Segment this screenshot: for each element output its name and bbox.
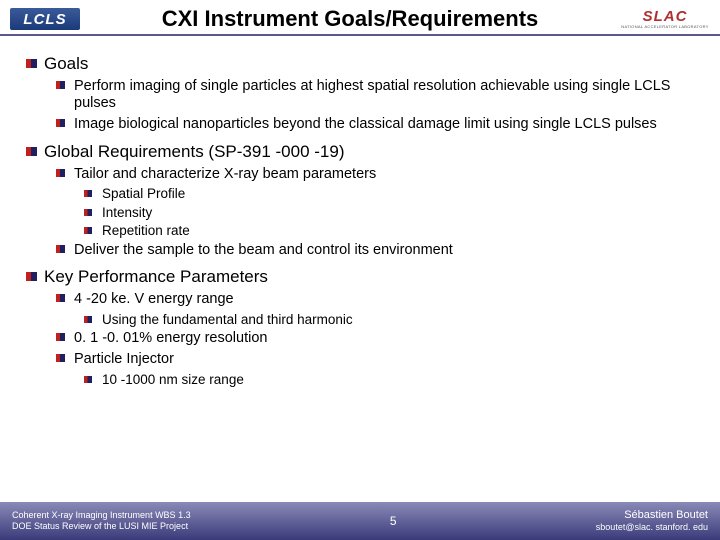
section-heading: Key Performance Parameters <box>44 267 268 286</box>
list-text: Tailor and characterize X-ray beam param… <box>74 166 702 184</box>
list-item: 10 -1000 nm size range <box>84 372 702 388</box>
global-req-list: Tailor and characterize X-ray beam param… <box>26 166 702 184</box>
bullet-icon <box>84 209 92 216</box>
list-text: Image biological nanoparticles beyond th… <box>74 116 702 134</box>
bullet-icon <box>56 245 65 253</box>
beam-param-list: Spatial Profile Intensity Repetition rat… <box>26 186 702 239</box>
bullet-icon <box>84 227 92 234</box>
injector-sub-list: 10 -1000 nm size range <box>26 372 702 388</box>
page-number: 5 <box>390 514 397 528</box>
footer-right: Sébastien Boutet sboutet@slac. stanford.… <box>596 509 708 533</box>
kpp-list: 4 -20 ke. V energy range <box>26 291 702 309</box>
list-text: 4 -20 ke. V energy range <box>74 291 702 309</box>
author-name: Sébastien Boutet <box>596 509 708 522</box>
bullet-icon <box>26 272 37 281</box>
list-item: Spatial Profile <box>84 186 702 202</box>
list-text: Spatial Profile <box>102 186 702 202</box>
goals-list: Perform imaging of single particles at h… <box>26 78 702 134</box>
section-heading: Goals <box>44 54 88 73</box>
list-text: Particle Injector <box>74 351 702 369</box>
author-email: sboutet@slac. stanford. edu <box>596 522 708 533</box>
section-global-req: Global Requirements (SP-391 -000 -19) <box>26 142 702 163</box>
bullet-icon <box>84 376 92 383</box>
bullet-icon <box>84 316 92 323</box>
slide-body: Goals Perform imaging of single particle… <box>0 36 720 388</box>
list-item: Using the fundamental and third harmonic <box>84 312 702 328</box>
list-text: 0. 1 -0. 01% energy resolution <box>74 330 702 348</box>
bullet-icon <box>56 333 65 341</box>
kpp-list-2: 0. 1 -0. 01% energy resolution Particle … <box>26 330 702 368</box>
bullet-icon <box>56 119 65 127</box>
section-goals: Goals <box>26 54 702 75</box>
slide-header: LCLS CXI Instrument Goals/Requirements S… <box>0 0 720 36</box>
bullet-icon <box>84 190 92 197</box>
list-text: Intensity <box>102 205 702 221</box>
bullet-icon <box>56 294 65 302</box>
footer-left: Coherent X-ray Imaging Instrument WBS 1.… <box>12 510 191 532</box>
lcls-logo: LCLS <box>10 8 80 30</box>
list-item: Tailor and characterize X-ray beam param… <box>56 166 702 184</box>
footer-project-line1: Coherent X-ray Imaging Instrument WBS 1.… <box>12 510 191 521</box>
list-item: Deliver the sample to the beam and contr… <box>56 242 702 260</box>
list-item: Image biological nanoparticles beyond th… <box>56 116 702 134</box>
list-text: Perform imaging of single particles at h… <box>74 78 702 113</box>
global-req-list-2: Deliver the sample to the beam and contr… <box>26 242 702 260</box>
bullet-icon <box>26 59 37 68</box>
energy-sub-list: Using the fundamental and third harmonic <box>26 312 702 328</box>
list-text: Deliver the sample to the beam and contr… <box>74 242 702 260</box>
list-item: 0. 1 -0. 01% energy resolution <box>56 330 702 348</box>
footer-project-line2: DOE Status Review of the LUSI MIE Projec… <box>12 521 191 532</box>
slac-logo-text: SLAC <box>643 9 688 24</box>
slide-footer: Coherent X-ray Imaging Instrument WBS 1.… <box>0 502 720 540</box>
bullet-icon <box>26 147 37 156</box>
list-item: Particle Injector <box>56 351 702 369</box>
slide-title: CXI Instrument Goals/Requirements <box>80 6 620 32</box>
slac-logo-subtext: NATIONAL ACCELERATOR LABORATORY <box>621 24 708 29</box>
bullet-icon <box>56 169 65 177</box>
list-item: Intensity <box>84 205 702 221</box>
section-heading: Global Requirements (SP-391 -000 -19) <box>44 142 344 161</box>
list-text: 10 -1000 nm size range <box>102 372 702 388</box>
slac-logo: SLAC NATIONAL ACCELERATOR LABORATORY <box>620 6 710 32</box>
list-text: Using the fundamental and third harmonic <box>102 312 702 328</box>
section-kpp: Key Performance Parameters <box>26 267 702 288</box>
list-item: 4 -20 ke. V energy range <box>56 291 702 309</box>
bullet-icon <box>56 81 65 89</box>
list-item: Perform imaging of single particles at h… <box>56 78 702 113</box>
bullet-icon <box>56 354 65 362</box>
list-item: Repetition rate <box>84 223 702 239</box>
list-text: Repetition rate <box>102 223 702 239</box>
